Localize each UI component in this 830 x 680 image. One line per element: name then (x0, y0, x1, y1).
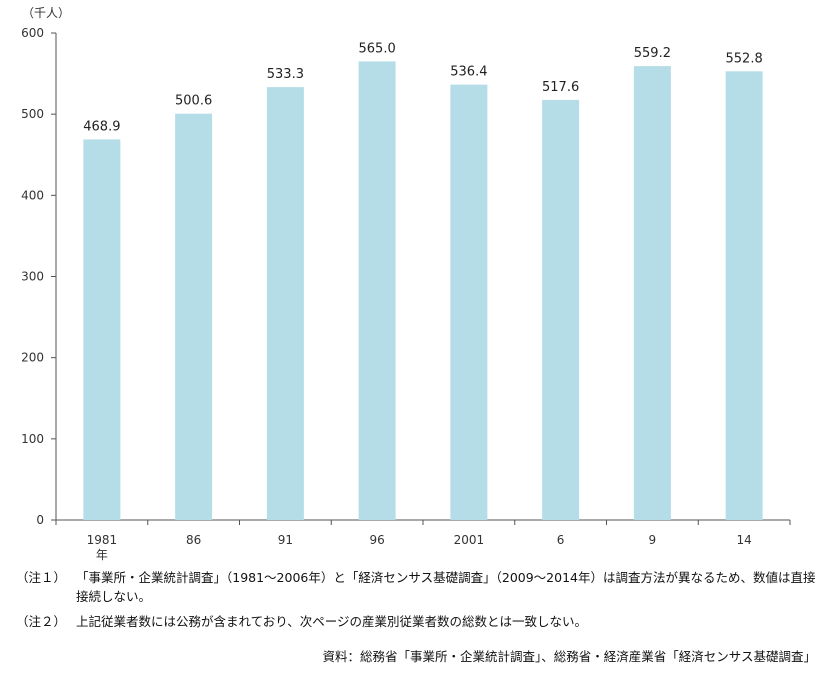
x-tick-label: 14 (736, 533, 751, 547)
y-tick-label: 400 (21, 188, 44, 202)
x-tick-label: 6 (557, 533, 565, 547)
note-1-text: 「事業所・企業統計調査」（1981～2006年）と「経済センサス基礎調査」（20… (76, 570, 816, 604)
y-tick-label: 600 (21, 26, 44, 40)
bar (633, 66, 671, 520)
x-tick-label: 91 (278, 533, 293, 547)
y-tick-label: 0 (36, 513, 44, 527)
data-label: 468.9 (83, 119, 120, 134)
data-label: 533.3 (267, 67, 304, 82)
x-tick-label: 年 (96, 548, 108, 562)
data-label: 500.6 (175, 94, 212, 109)
x-tick-label: 86 (186, 533, 201, 547)
note-1: （注１） 「事業所・企業統計調査」（1981～2006年）と「経済センサス基礎調… (16, 568, 816, 606)
bar (358, 61, 396, 521)
source-text: 資料：総務省「事業所・企業統計調査」、総務省・経済産業省「経済センサス基礎調査」 (322, 649, 816, 664)
bar (266, 87, 304, 520)
note-2-label: （注２） (16, 614, 67, 629)
notes: （注１） 「事業所・企業統計調査」（1981～2006年）と「経済センサス基礎調… (16, 568, 816, 631)
bar (83, 139, 121, 521)
bar (542, 99, 580, 520)
y-tick-label: 300 (21, 270, 44, 284)
data-label: 536.4 (450, 65, 487, 80)
data-label: 517.6 (542, 80, 579, 95)
x-tick-label: 9 (649, 533, 657, 547)
y-tick-label: 500 (21, 107, 44, 121)
data-label: 559.2 (634, 46, 671, 61)
bar (725, 71, 763, 520)
x-tick-label: 96 (369, 533, 384, 547)
x-tick-label: 2001 (454, 533, 485, 547)
x-tick-label: 1981 (87, 533, 118, 547)
y-tick-label: 200 (21, 351, 44, 365)
note-2: （注２） 上記従業者数には公務が含まれており、次ページの産業別従業者数の総数とは… (16, 612, 816, 631)
bar (175, 113, 213, 521)
bar (450, 84, 488, 520)
y-tick-label: 100 (21, 432, 44, 446)
data-label: 565.0 (359, 41, 396, 56)
note-2-text: 上記従業者数には公務が含まれており、次ページの産業別従業者数の総数とは一致しない… (76, 614, 588, 629)
y-axis-unit-label: （千人） (22, 6, 71, 20)
note-1-label: （注１） (16, 570, 67, 585)
data-label: 552.8 (726, 51, 763, 66)
